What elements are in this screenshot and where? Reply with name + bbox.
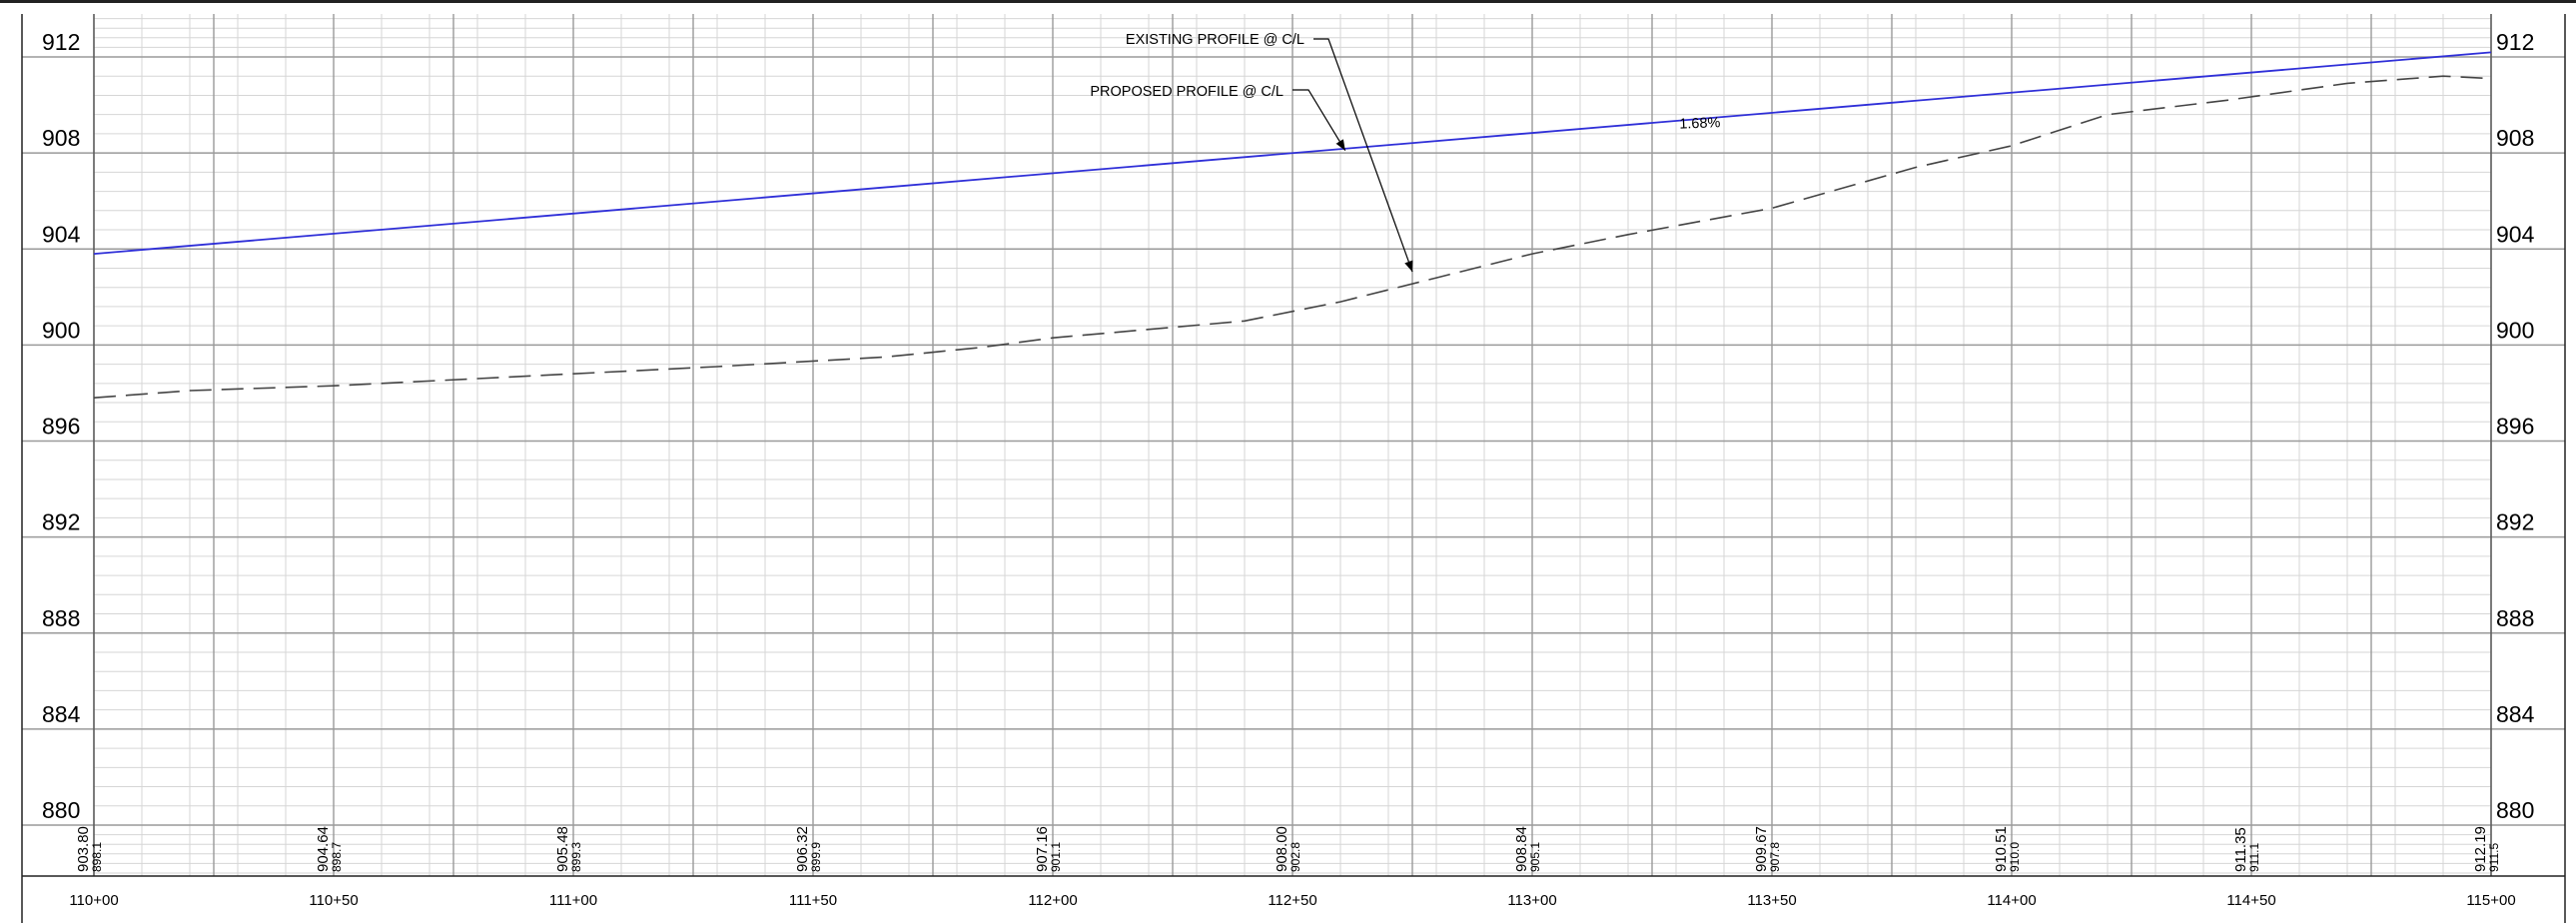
- elevation-label-left: 888: [42, 605, 80, 631]
- proposed-profile-leader: [1292, 89, 1346, 152]
- proposed-grade-label: 908.00: [1274, 826, 1290, 872]
- elevation-label-left: 880: [42, 797, 80, 823]
- existing-grade-label: 910.0: [2008, 842, 2022, 872]
- proposed-grade-label: 903.80: [75, 826, 92, 872]
- station-label: 110+00: [69, 892, 118, 909]
- station-label: 113+00: [1507, 892, 1556, 909]
- existing-profile-line: [93, 75, 2492, 399]
- callouts: 1.68% EXISTING PROFILE @ C/L PROPOSED PROF…: [1090, 32, 1721, 273]
- elevation-label-left: 884: [42, 701, 81, 727]
- elevation-label-right: 892: [2496, 509, 2534, 535]
- station-label: 113+50: [1747, 892, 1796, 909]
- proposed-profile-callout: PROPOSED PROFILE @ C/L: [1090, 84, 1284, 100]
- existing-grade-label: 898.7: [330, 842, 344, 872]
- proposed-grade-label: 911.35: [2232, 827, 2249, 872]
- existing-grade-label: 911.1: [2247, 843, 2261, 872]
- station-labels: 110+00 110+50 111+00 111+50 112+00 112+50 113+…: [69, 892, 2515, 909]
- elevation-label-left: 912: [42, 29, 80, 55]
- station-label: 115+00: [2466, 892, 2515, 909]
- proposed-grade-label: 907.16: [1034, 826, 1051, 872]
- existing-grade-label: 905.1: [1528, 842, 1542, 872]
- proposed-grade-label: 904.64: [315, 826, 332, 872]
- elevation-label-right: 904: [2496, 221, 2535, 247]
- proposed-grade-label: 909.67: [1753, 826, 1770, 872]
- existing-grade-label: 899.9: [809, 842, 823, 872]
- existing-grade-label: 901.1: [1049, 842, 1063, 872]
- elevation-label-left: 900: [42, 317, 80, 343]
- existing-grade-label: 907.8: [1768, 842, 1782, 872]
- elevation-label-right: 888: [2496, 605, 2534, 631]
- station-label: 110+50: [309, 892, 358, 909]
- proposed-profile-line: [93, 51, 2492, 255]
- elevation-label-left: 896: [42, 414, 80, 440]
- elevation-label-right: 880: [2496, 797, 2534, 823]
- slope-label: 1.68%: [1679, 115, 1721, 133]
- existing-grade-label: 898.1: [90, 842, 104, 872]
- proposed-grade-label: 912.19: [2472, 826, 2489, 872]
- major-grid: [22, 14, 2565, 876]
- elevation-label-left: 892: [42, 509, 80, 535]
- existing-profile-callout: EXISTING PROFILE @ C/L: [1126, 32, 1304, 48]
- station-label: 111+50: [789, 892, 837, 909]
- existing-grade-label: 902.8: [1288, 842, 1302, 872]
- profile-lines: [93, 51, 2492, 399]
- elevation-labels: 880 880 884 884 888 888 892 892 896 896 900 900 904 9…: [42, 29, 2535, 823]
- proposed-grade-label: 905.48: [554, 826, 571, 872]
- elevation-label-right: 896: [2496, 414, 2534, 440]
- existing-grade-label: 899.3: [569, 842, 583, 872]
- elevation-label-right: 884: [2496, 701, 2535, 727]
- station-label: 114+50: [2226, 892, 2275, 909]
- elevation-label-left: 904: [42, 221, 81, 247]
- proposed-grade-label: 906.32: [794, 826, 811, 872]
- elevation-label-left: 908: [42, 125, 80, 151]
- proposed-grade-label: 910.51: [1993, 826, 2010, 872]
- proposed-grade-label: 908.84: [1513, 826, 1530, 872]
- station-label: 114+00: [1987, 892, 2036, 909]
- station-label: 112+50: [1268, 892, 1316, 909]
- station-label: 111+00: [549, 892, 597, 909]
- elevation-label-right: 912: [2496, 29, 2534, 55]
- elevation-label-right: 908: [2496, 125, 2534, 151]
- elevation-label-right: 900: [2496, 317, 2534, 343]
- existing-profile-leader: [1313, 38, 1413, 273]
- station-label: 112+00: [1028, 892, 1077, 909]
- existing-grade-label: 911.5: [2487, 843, 2501, 872]
